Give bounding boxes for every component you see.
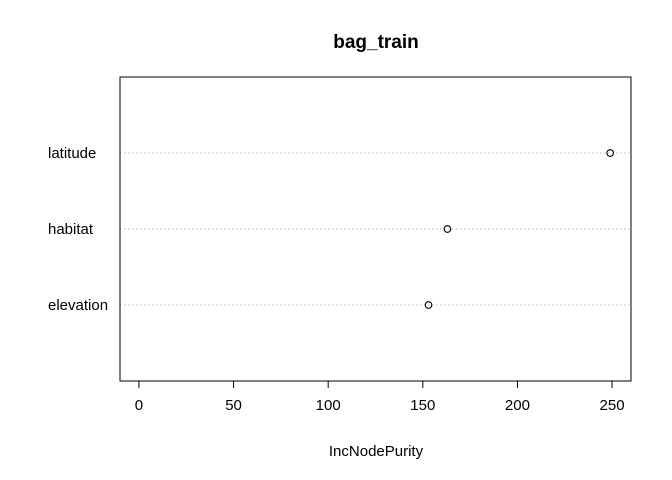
category-label-habitat: habitat [48, 221, 94, 238]
point-elevation [424, 301, 433, 309]
x-tick-label-250: 250 [600, 397, 625, 414]
x-tick-label-50: 50 [225, 397, 242, 414]
x-tick-label-150: 150 [410, 397, 435, 414]
x-tick-label-0: 0 [135, 397, 143, 414]
x-axis-label: IncNodePurity [329, 443, 424, 460]
point-habitat [443, 225, 452, 233]
chart-title: bag_train [333, 32, 419, 53]
guide-lines [120, 152, 631, 306]
category-label-latitude: latitude [48, 145, 96, 162]
point-latitude [606, 149, 615, 157]
category-labels: latitude habitat elevation [48, 145, 108, 314]
x-axis: 0 50 100 150 200 250 [135, 380, 625, 414]
data-points [424, 149, 615, 309]
x-tick-label-200: 200 [505, 397, 530, 414]
x-tick-label-100: 100 [316, 397, 341, 414]
category-label-elevation: elevation [48, 297, 108, 314]
